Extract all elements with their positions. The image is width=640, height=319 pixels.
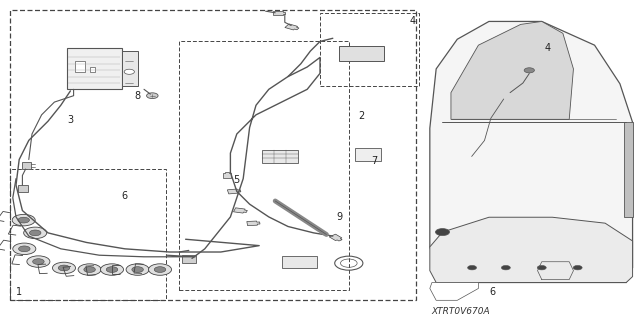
Polygon shape [234,208,247,213]
Polygon shape [430,21,632,283]
Circle shape [52,262,76,274]
Circle shape [524,68,534,73]
Text: 6: 6 [122,191,128,201]
Circle shape [27,256,50,267]
Polygon shape [339,46,384,61]
Polygon shape [329,234,342,241]
Text: XTRT0V670A: XTRT0V670A [431,307,490,315]
Text: 5: 5 [234,175,240,185]
Circle shape [19,246,30,252]
Polygon shape [355,148,381,161]
Circle shape [13,243,36,255]
Text: 1: 1 [16,287,22,297]
Circle shape [33,259,44,264]
Circle shape [29,230,41,236]
Text: 4: 4 [410,16,416,26]
Polygon shape [182,255,196,263]
Circle shape [468,265,477,270]
Polygon shape [285,24,299,30]
Circle shape [435,228,449,235]
Circle shape [573,265,582,270]
Polygon shape [122,51,138,86]
Text: 9: 9 [336,212,342,222]
Circle shape [100,264,124,275]
Circle shape [147,93,158,99]
Text: 7: 7 [371,156,378,166]
Circle shape [84,267,95,272]
Text: 2: 2 [358,111,365,122]
Circle shape [126,264,149,275]
Polygon shape [227,189,241,194]
Circle shape [24,227,47,239]
Circle shape [106,267,118,272]
Circle shape [12,214,35,226]
Circle shape [78,264,101,275]
Circle shape [18,217,29,223]
Polygon shape [262,150,298,163]
Circle shape [124,69,134,74]
Polygon shape [22,162,31,169]
Polygon shape [18,185,28,192]
Circle shape [501,265,510,270]
Circle shape [58,265,70,271]
Polygon shape [223,172,232,178]
Circle shape [538,265,547,270]
Polygon shape [282,256,317,268]
Polygon shape [430,217,632,283]
Text: 8: 8 [134,91,141,101]
Polygon shape [67,48,122,89]
Circle shape [154,267,166,272]
Polygon shape [90,67,95,72]
Circle shape [132,267,143,272]
Text: 4: 4 [544,43,550,53]
Text: 6: 6 [490,287,496,297]
Polygon shape [247,221,260,226]
Polygon shape [273,11,285,15]
Polygon shape [624,122,632,217]
Circle shape [148,264,172,275]
Polygon shape [451,21,573,119]
Polygon shape [75,61,85,72]
Polygon shape [430,283,479,300]
Text: 3: 3 [67,115,74,125]
